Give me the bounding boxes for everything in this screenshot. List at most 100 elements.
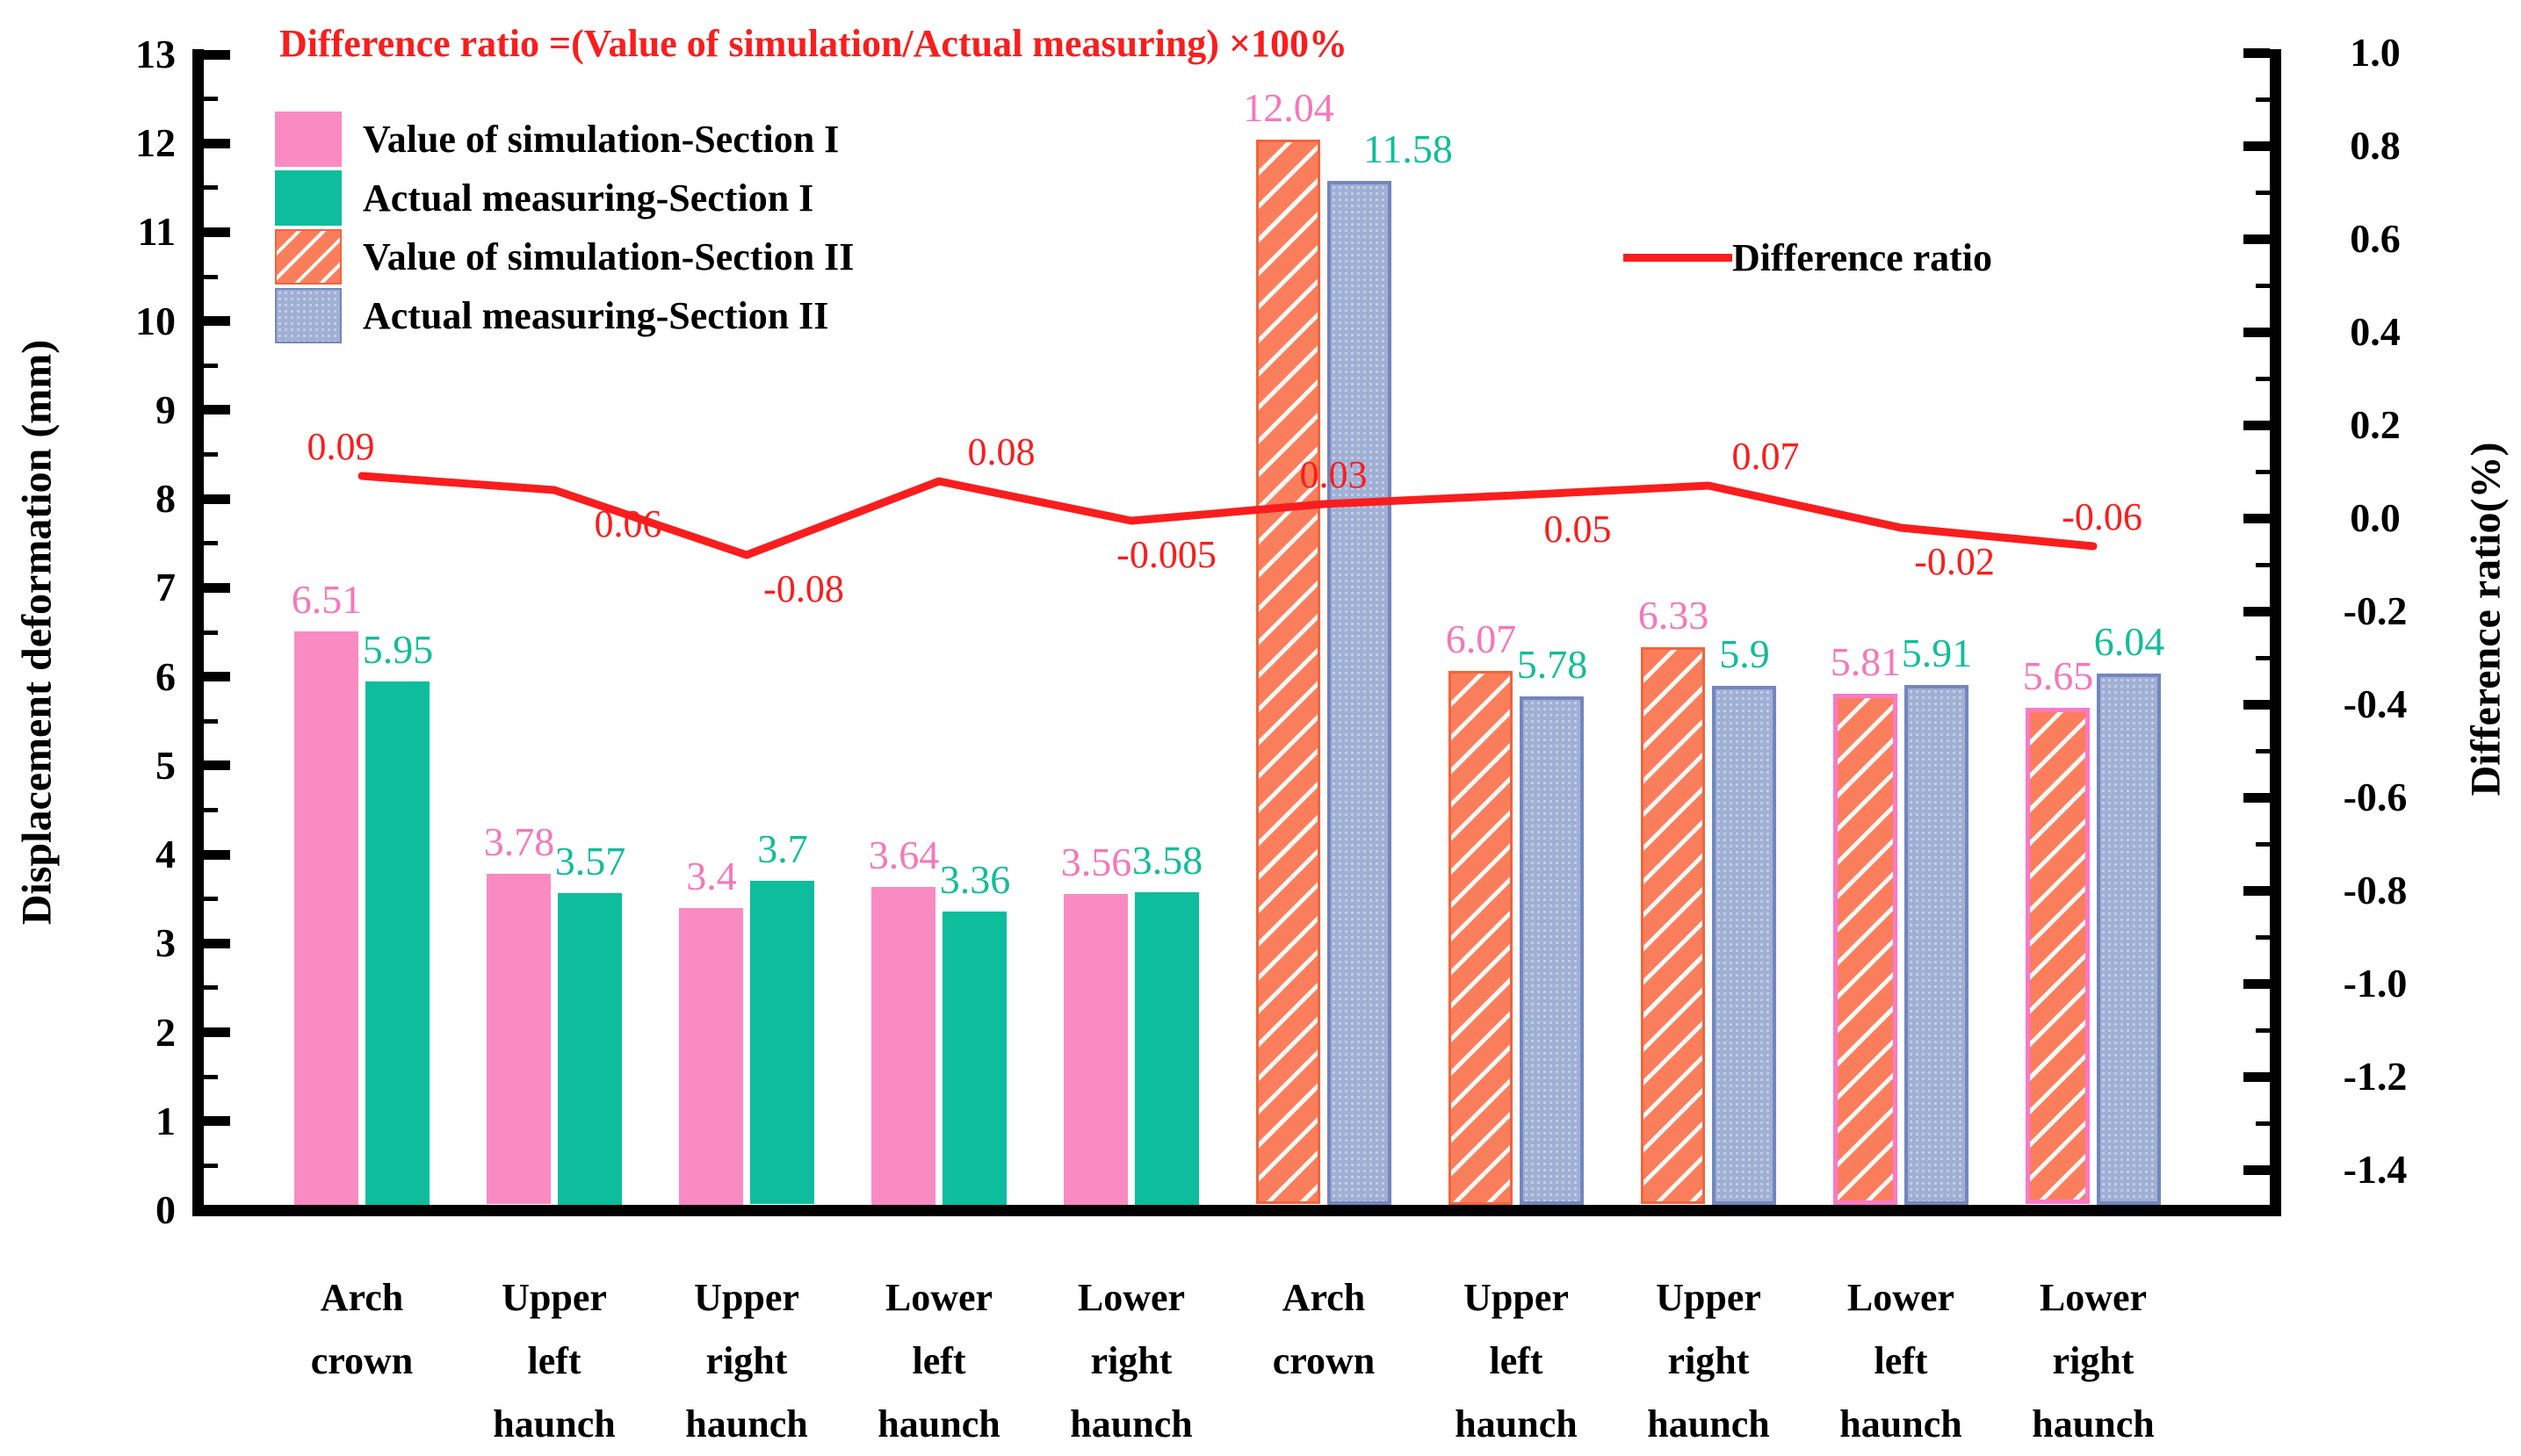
left-axis-tick-label: 6 xyxy=(155,654,176,699)
left-axis-tick-label: 1 xyxy=(155,1099,176,1143)
left-axis-tick-label: 13 xyxy=(135,32,176,76)
bar-actual-1 xyxy=(558,893,622,1205)
left-axis-major-tick xyxy=(204,405,230,414)
right-axis-minor-tick xyxy=(2256,1121,2270,1126)
line-legend: Difference ratio xyxy=(1623,235,1992,280)
right-axis-minor-tick xyxy=(2256,935,2270,940)
right-axis-minor-tick xyxy=(2256,470,2270,474)
left-axis-major-tick xyxy=(204,1027,230,1037)
right-axis-major-tick xyxy=(2243,886,2270,896)
bar-label-actual-7: 5.9 xyxy=(1719,631,1770,676)
ratio-label-8: -0.02 xyxy=(1914,540,1995,583)
bar-label-actual-0: 5.95 xyxy=(362,627,434,672)
bar-label-actual-2: 3.7 xyxy=(757,826,808,871)
right-axis-tick-label: 0.6 xyxy=(2350,216,2401,261)
left-axis-minor-tick xyxy=(204,985,218,990)
right-axis-tick-label: -0.6 xyxy=(2343,775,2408,819)
right-axis-major-tick xyxy=(2243,793,2270,803)
left-axis-tick-label: 4 xyxy=(155,832,176,876)
bar-label-simulation-9: 5.65 xyxy=(2022,653,2094,698)
ratio-label-1: 0.06 xyxy=(594,502,662,545)
right-axis-tick-label: -1.2 xyxy=(2343,1054,2408,1099)
chart-title: Difference ratio =(Value of simulation/A… xyxy=(279,22,1348,65)
x-axis-category-3: Lower left haunch xyxy=(878,1276,1000,1445)
legend-label: Actual measuring-Section I xyxy=(363,176,814,220)
right-axis-minor-tick xyxy=(2256,97,2270,102)
bar-simulation-5 xyxy=(1256,140,1320,1204)
left-axis-major-tick xyxy=(204,494,230,504)
bar-simulation-7 xyxy=(1641,647,1705,1204)
left-axis-tick-label: 12 xyxy=(135,120,176,165)
bar-label-simulation-0: 6.51 xyxy=(291,577,363,622)
left-axis-tick-label: 8 xyxy=(155,476,176,521)
bar-actual-5 xyxy=(1327,181,1391,1205)
left-axis-tick-label: 7 xyxy=(155,565,176,609)
right-axis-minor-tick xyxy=(2256,749,2270,753)
left-axis-major-tick xyxy=(204,139,230,148)
left-axis-minor-tick xyxy=(204,185,218,190)
right-axis-minor-tick xyxy=(2256,1028,2270,1033)
x-axis-category-7: Upper right haunch xyxy=(1647,1276,1770,1445)
bar-simulation-4 xyxy=(1064,894,1128,1205)
x-axis-category-0: Arch crown xyxy=(310,1276,414,1382)
bar-label-simulation-8: 5.81 xyxy=(1830,639,1902,684)
legend-item-act-section2: Actual measuring-Section II xyxy=(275,287,828,343)
x-axis-category-9: Lower right haunch xyxy=(2032,1276,2155,1445)
legend-item-sim-section1: Value of simulation-Section I xyxy=(275,111,839,167)
ratio-label-7: 0.07 xyxy=(1731,435,1800,478)
bar-simulation-1 xyxy=(487,874,551,1204)
bar-actual-4 xyxy=(1135,892,1199,1205)
bar-label-actual-8: 5.91 xyxy=(1901,631,1973,675)
x-axis-category-5: Arch crown xyxy=(1272,1276,1376,1382)
left-axis-minor-tick xyxy=(204,452,218,457)
right-axis-tick-label: 1.0 xyxy=(2350,30,2401,75)
right-axis-minor-tick xyxy=(2256,842,2270,847)
right-axis-tick-label: -0.2 xyxy=(2343,588,2408,633)
y-axis-right-spine xyxy=(2270,49,2281,1216)
bar-actual-6 xyxy=(1520,696,1584,1205)
right-axis-tick-label: -0.8 xyxy=(2343,868,2408,912)
left-axis-major-tick xyxy=(204,1206,230,1215)
pink-swatch-icon xyxy=(275,111,342,167)
bar-label-actual-1: 3.57 xyxy=(554,839,626,883)
bar-simulation-0 xyxy=(294,631,358,1205)
difference-ratio-polyline xyxy=(358,472,2098,559)
left-axis-major-tick xyxy=(204,50,230,60)
right-axis-tick-label: 0.2 xyxy=(2350,402,2401,447)
teal-swatch-icon xyxy=(275,169,342,226)
legend-item-sim-section2: Value of simulation-Section II xyxy=(275,228,854,285)
left-axis-minor-tick xyxy=(204,541,218,545)
bar-actual-3 xyxy=(943,912,1007,1205)
right-axis-minor-tick xyxy=(2256,563,2270,567)
left-axis-major-tick xyxy=(204,939,230,948)
bar-label-actual-6: 5.78 xyxy=(1516,642,1588,687)
right-axis-minor-tick xyxy=(2256,656,2270,660)
blue-dot-swatch-icon xyxy=(275,287,342,343)
ratio-label-2: -0.08 xyxy=(763,567,844,610)
bar-label-simulation-7: 6.33 xyxy=(1637,593,1709,638)
bar-label-actual-5: 11.58 xyxy=(1363,126,1453,171)
bar-simulation-9 xyxy=(2026,708,2090,1204)
bar-simulation-3 xyxy=(871,887,935,1205)
bar-actual-2 xyxy=(750,881,814,1204)
bar-actual-0 xyxy=(365,681,430,1205)
right-axis-major-tick xyxy=(2243,979,2270,989)
left-axis-tick-label: 11 xyxy=(137,209,176,254)
right-axis-tick-label: 0.4 xyxy=(2350,309,2401,354)
left-axis-minor-tick xyxy=(204,275,218,279)
right-axis-major-tick xyxy=(2243,48,2270,58)
left-axis-minor-tick xyxy=(204,631,218,635)
right-axis-minor-tick xyxy=(2256,377,2270,381)
x-axis-category-2: Upper right haunch xyxy=(685,1276,808,1445)
legend-item-act-section1: Actual measuring-Section I xyxy=(275,169,813,226)
bar-simulation-6 xyxy=(1448,671,1513,1205)
left-axis-minor-tick xyxy=(204,1164,218,1168)
legend-label: Value of simulation-Section II xyxy=(363,234,855,278)
left-axis-tick-label: 10 xyxy=(135,299,176,343)
right-axis-major-tick xyxy=(2243,421,2270,430)
bar-label-simulation-2: 3.4 xyxy=(686,854,737,898)
x-axis-category-8: Lower left haunch xyxy=(1839,1276,1962,1445)
bar-label-actual-9: 6.04 xyxy=(2093,619,2165,664)
left-axis-major-tick xyxy=(204,672,230,681)
